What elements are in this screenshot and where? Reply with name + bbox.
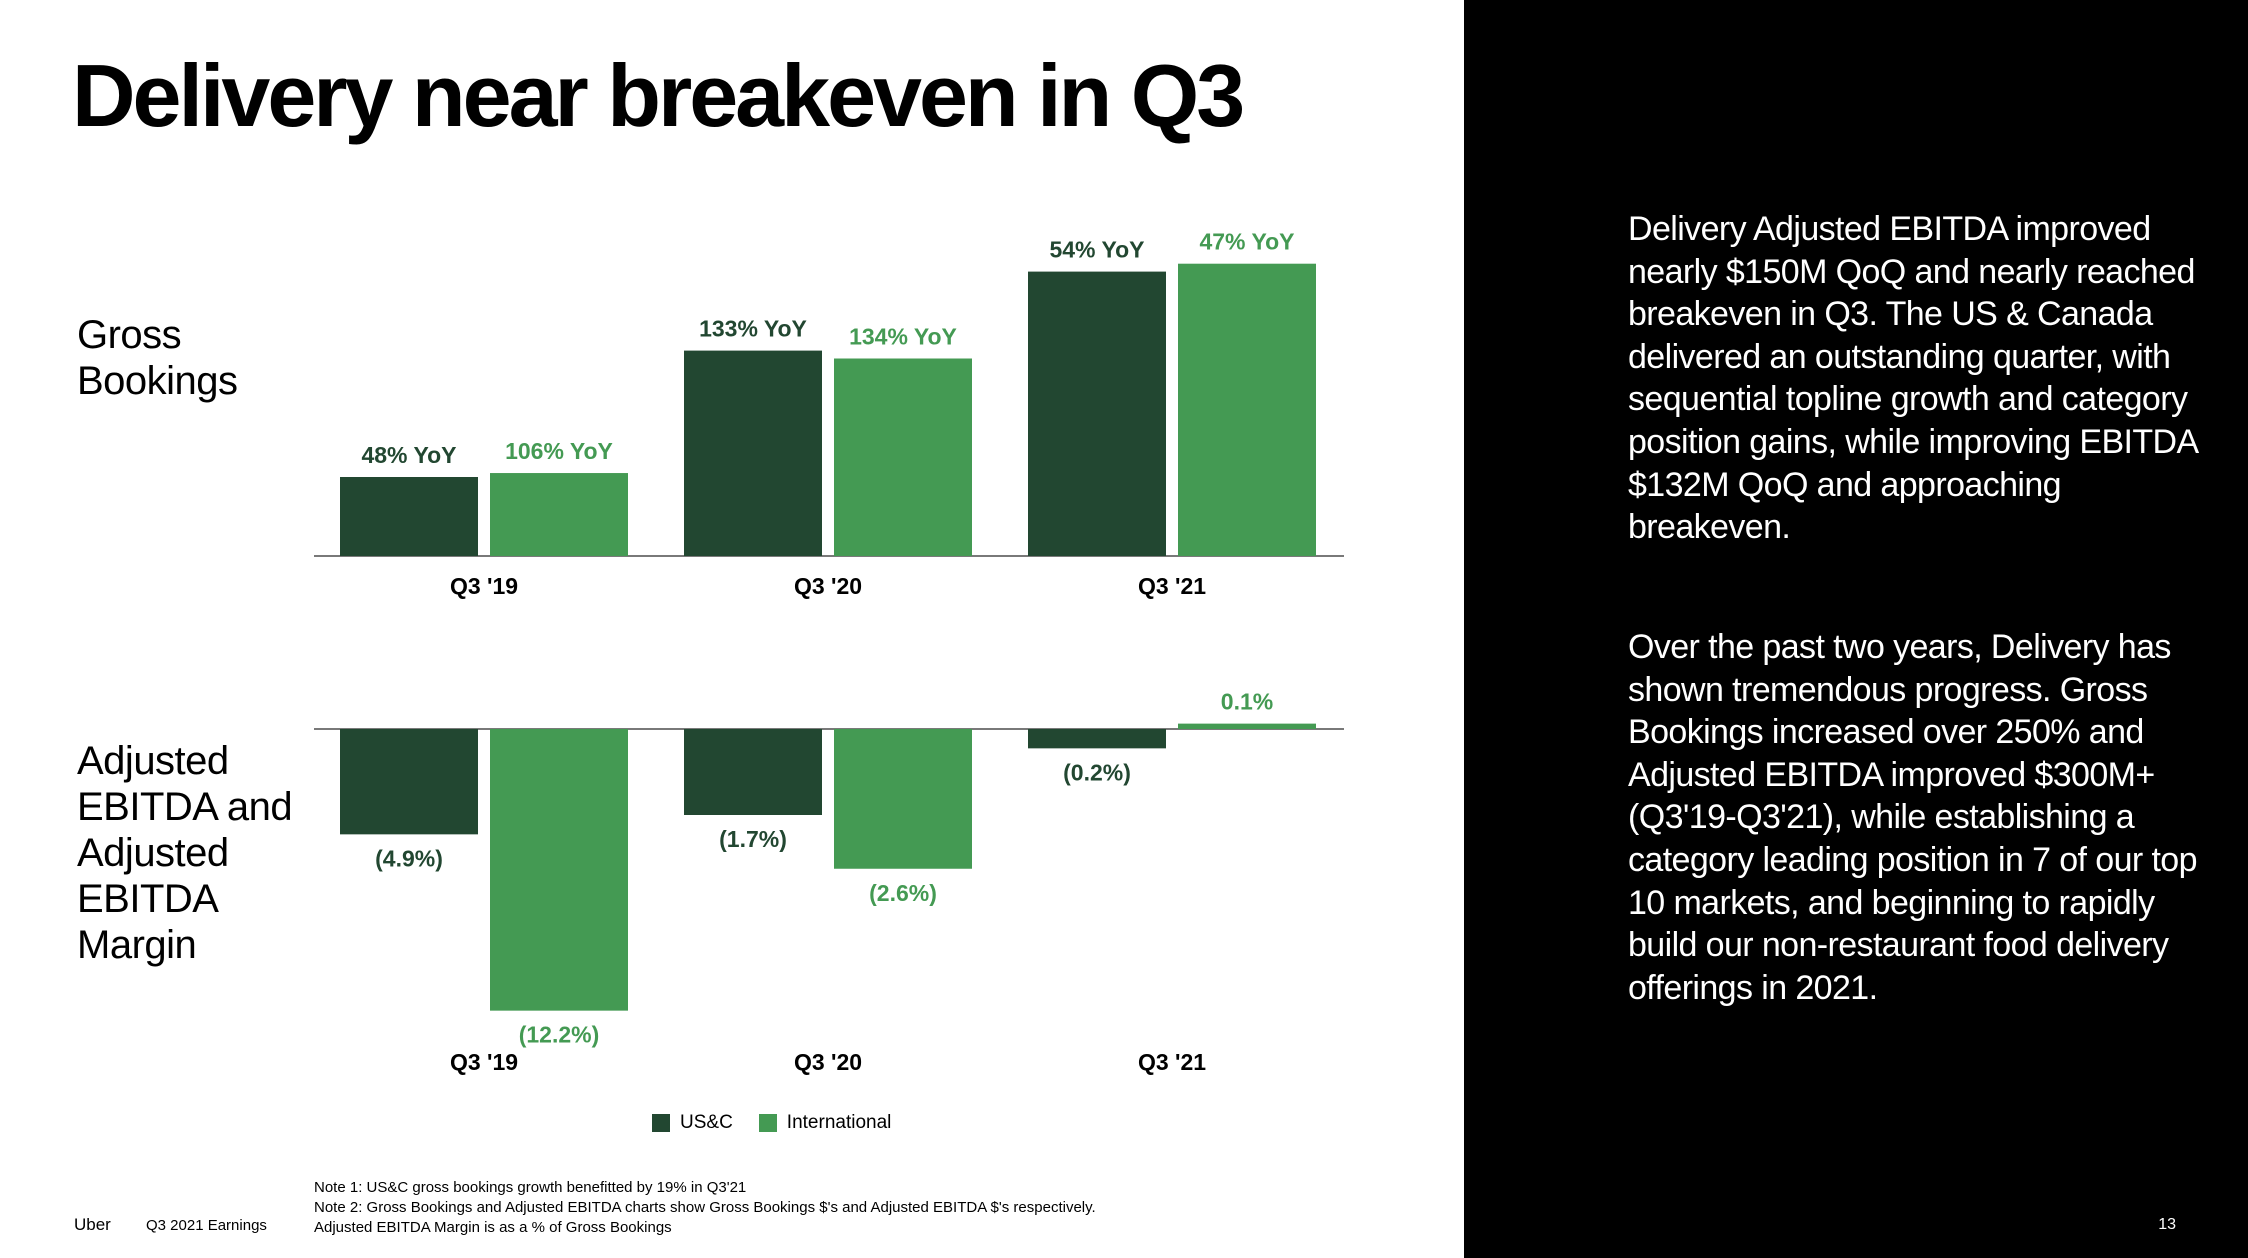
gross-bookings-category-label-1: Q3 '19 (450, 573, 518, 599)
ebitda-category-label-2: Q3 '20 (794, 1049, 862, 1075)
gross-bookings-category-label-3: Q3 '21 (1138, 573, 1206, 599)
note-3: Adjusted EBITDA Margin is as a % of Gros… (314, 1219, 672, 1236)
slide-title: Delivery near breakeven in Q3 (72, 46, 1245, 145)
commentary-panel: Delivery Adjusted EBITDA improved nearly… (1464, 0, 2248, 1258)
note-2: Note 2: Gross Bookings and Adjusted EBIT… (314, 1199, 1096, 1216)
gross-bookings-data-label-international-3: 47% YoY (1199, 229, 1294, 255)
gross-bookings-data-label-usc-2: 133% YoY (699, 316, 807, 342)
ebitda-data-label-usc-2: (1.7%) (719, 826, 787, 852)
gross-bookings-bar-usc-3 (1028, 271, 1166, 556)
ebitda-label: Adjusted EBITDA and Adjusted EBITDA Marg… (77, 739, 293, 967)
gross-bookings-bar-international-3 (1178, 263, 1316, 556)
note-1: Note 1: US&C gross bookings growth benef… (314, 1179, 747, 1196)
gross-bookings-category-label-2: Q3 '20 (794, 573, 862, 599)
ebitda-bar-international-3 (1178, 723, 1316, 729)
page-number: 13 (2158, 1216, 2176, 1233)
gross-bookings-bar-international-2 (834, 358, 972, 556)
gross-bookings-data-label-usc-3: 54% YoY (1049, 237, 1144, 263)
gross-bookings-label: Gross Bookings (77, 313, 238, 403)
ebitda-bar-usc-1 (340, 729, 478, 835)
legend-label-international: International (786, 1112, 892, 1133)
legend-swatch-usc (652, 1114, 670, 1132)
delivery-charts: 48% YoY 106% YoY Q3 '19 133% YoY 134% YoY Q3 … (314, 229, 1344, 1075)
ebitda-data-label-international-1: (12.2%) (519, 1022, 600, 1048)
legend-item-international: International (758, 1112, 892, 1134)
ebitda-bar-international-1 (490, 729, 628, 1011)
footnotes: Note 1: US&C gross bookings growth benef… (314, 1178, 1096, 1238)
ebitda-data-label-usc-1: (4.9%) (375, 845, 443, 871)
commentary-paragraph-1: Delivery Adjusted EBITDA improved nearly… (1628, 210, 2197, 547)
ebitda-bar-usc-3 (1028, 729, 1166, 749)
gross-bookings-bar-usc-2 (684, 350, 822, 556)
ebitda-bar-usc-2 (684, 729, 822, 815)
ebitda-data-label-international-2: (2.6%) (869, 880, 937, 906)
gross-bookings-bar-international-1 (490, 473, 628, 556)
gross-bookings-data-label-international-1: 106% YoY (505, 438, 613, 464)
gross-bookings-data-label-international-2: 134% YoY (849, 324, 957, 350)
ebitda-data-label-international-3: 0.1% (1221, 689, 1273, 715)
ebitda-category-label-1: Q3 '19 (450, 1049, 518, 1075)
ebitda-data-label-usc-3: (0.2%) (1063, 759, 1131, 785)
legend-item-usc: US&C (652, 1112, 733, 1134)
footer-brand: Uber (74, 1215, 111, 1234)
footer-subtitle: Q3 2021 Earnings (146, 1217, 267, 1234)
ebitda-bar-international-2 (834, 729, 972, 869)
chart-legend: US&C International (652, 1112, 891, 1134)
legend-label-usc: US&C (680, 1112, 733, 1133)
commentary-paragraph-2: Over the past two years, Delivery has sh… (1628, 628, 2198, 1007)
gross-bookings-data-label-usc-1: 48% YoY (361, 442, 456, 468)
ebitda-category-label-3: Q3 '21 (1138, 1049, 1206, 1075)
gross-bookings-bar-usc-1 (340, 477, 478, 556)
legend-swatch-international (758, 1114, 777, 1132)
